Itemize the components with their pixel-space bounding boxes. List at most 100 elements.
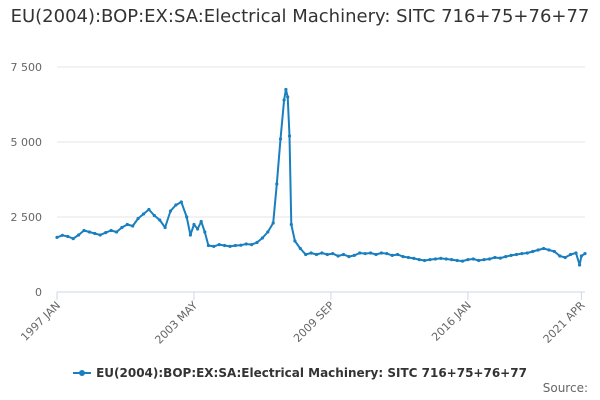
data-point[interactable] [275,182,279,186]
data-point[interactable] [498,256,502,260]
data-point[interactable] [260,236,264,240]
data-point[interactable] [206,243,210,248]
data-point[interactable] [298,246,302,251]
data-point[interactable] [466,258,470,262]
data-point[interactable] [504,255,508,259]
data-point[interactable] [152,213,156,218]
data-point[interactable] [396,252,400,257]
data-point[interactable] [168,209,173,213]
data-point[interactable] [390,253,394,257]
series-line[interactable] [56,88,586,266]
data-point[interactable] [203,230,207,234]
data-point[interactable] [450,258,454,262]
data-point[interactable] [114,230,119,234]
data-point[interactable] [185,215,189,219]
data-point[interactable] [471,257,475,261]
data-point[interactable] [179,200,183,204]
data-point[interactable] [444,257,448,261]
data-point[interactable] [455,258,459,263]
data-point[interactable] [320,251,324,255]
data-point[interactable] [244,242,248,246]
data-point[interactable] [477,258,481,263]
data-point[interactable] [293,239,297,243]
data-point[interactable] [212,244,216,248]
legend-label[interactable]: EU(2004):BOP:EX:SA:Electrical Machinery:… [96,366,527,380]
data-point[interactable] [287,134,292,138]
data-point[interactable] [520,252,524,256]
data-point[interactable] [583,252,587,256]
data-point[interactable] [347,255,351,259]
data-point[interactable] [563,255,567,260]
data-point[interactable] [406,255,410,260]
data-point[interactable] [271,221,275,225]
legend[interactable]: EU(2004):BOP:EX:SA:Electrical Machinery:… [0,366,600,380]
data-point[interactable] [223,243,227,248]
data-point[interactable] [66,234,70,239]
data-point[interactable] [423,258,427,263]
data-point[interactable] [363,252,367,256]
data-point[interactable] [525,251,529,255]
data-point[interactable] [131,224,135,228]
data-point[interactable] [412,256,416,260]
data-point[interactable] [309,251,313,255]
data-point[interactable] [542,246,546,251]
data-point[interactable] [192,222,196,227]
data-point[interactable] [109,228,113,233]
data-point[interactable] [55,235,59,239]
data-point[interactable] [163,225,167,230]
data-point[interactable] [509,253,513,257]
data-point[interactable] [266,230,270,234]
data-point[interactable] [158,218,162,222]
data-point[interactable] [60,233,64,237]
data-point[interactable] [98,233,102,237]
series-layer[interactable] [55,87,587,267]
data-point[interactable] [93,231,97,236]
data-point[interactable] [493,255,497,260]
data-point[interactable] [289,222,293,227]
data-point[interactable] [104,231,108,235]
data-point[interactable] [401,255,405,259]
data-point[interactable] [352,253,356,257]
data-point[interactable] [233,243,237,248]
data-point[interactable] [278,137,283,141]
data-point[interactable] [120,225,124,230]
data-point[interactable] [282,98,286,102]
data-point[interactable] [255,240,259,245]
data-point[interactable] [336,254,340,258]
data-point[interactable] [439,256,443,260]
data-point[interactable] [358,251,362,255]
data-point[interactable] [250,243,254,247]
data-point[interactable] [385,252,389,256]
data-point[interactable] [547,248,551,252]
data-point[interactable] [147,207,151,212]
data-point[interactable] [428,258,432,262]
data-point[interactable] [552,249,557,254]
data-point[interactable] [569,252,573,257]
data-point[interactable] [196,227,200,231]
data-point[interactable] [199,219,203,224]
data-point[interactable] [141,212,146,216]
data-point[interactable] [374,252,378,257]
data-point[interactable] [325,252,329,257]
data-point[interactable] [487,257,492,261]
data-point[interactable] [341,252,346,257]
data-point[interactable] [174,203,178,207]
data-point[interactable] [87,230,91,234]
data-point[interactable] [217,243,221,247]
data-point[interactable] [578,263,582,267]
data-point[interactable] [574,251,578,255]
data-point[interactable] [304,252,308,257]
data-point[interactable] [531,249,535,254]
data-point[interactable] [286,95,290,99]
data-point[interactable] [558,254,562,258]
data-point[interactable] [433,257,437,261]
data-point[interactable] [188,233,192,237]
data-point[interactable] [536,248,540,252]
data-point[interactable] [379,251,383,255]
data-point[interactable] [239,243,243,247]
data-point[interactable] [228,244,232,248]
data-point[interactable] [314,252,319,257]
data-point[interactable] [514,252,519,257]
data-point[interactable] [125,222,129,227]
